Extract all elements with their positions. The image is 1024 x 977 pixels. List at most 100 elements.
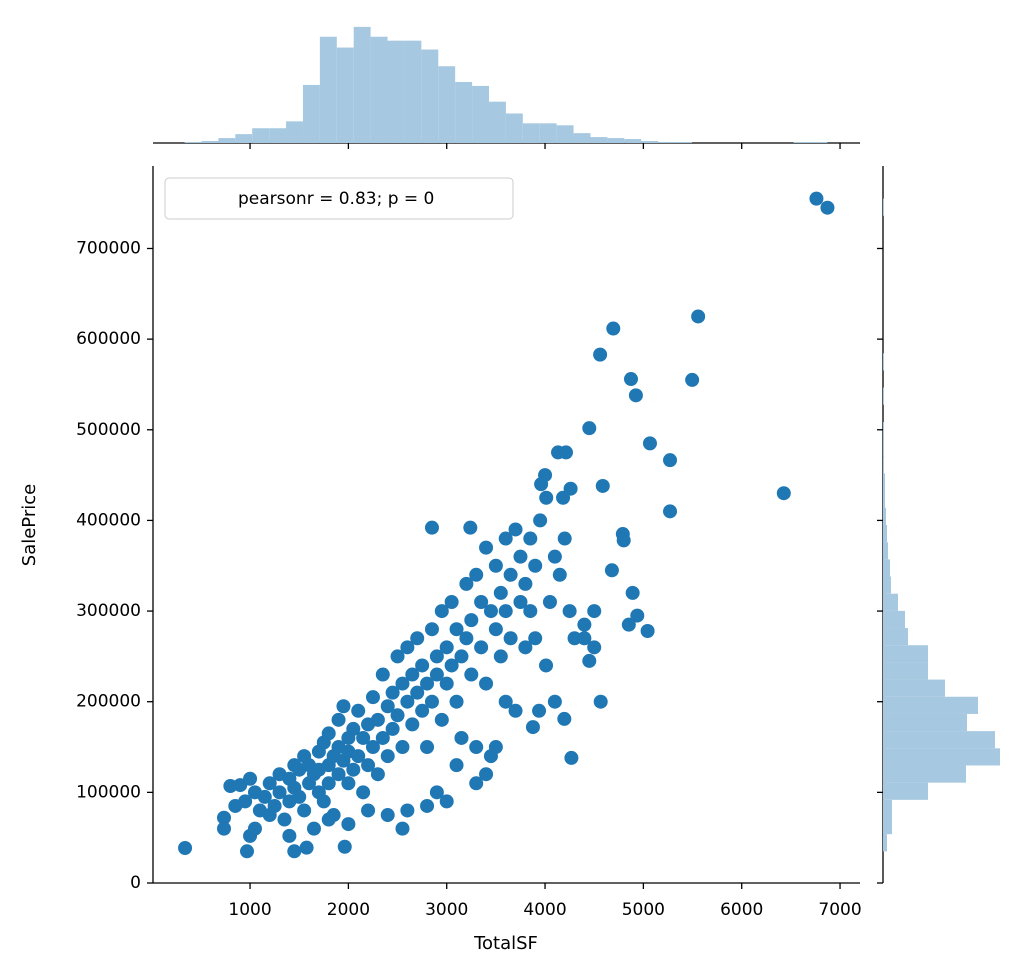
point [469,567,484,582]
hist-bar [438,66,456,143]
point [469,776,484,791]
hist-bar [883,645,928,663]
point [616,533,631,548]
point [528,631,543,646]
point [557,711,572,726]
y-tick-label: 0 [130,873,141,893]
x-tick-label: 5000 [622,900,665,920]
point [493,585,508,600]
point [306,821,321,836]
point [337,839,352,854]
point [488,558,503,573]
point [277,812,292,827]
x-tick-label: 1000 [228,900,271,920]
point [395,740,410,755]
point [463,520,478,535]
hist-bar [472,85,489,143]
hist-bar [505,113,523,143]
point [595,478,610,493]
point [282,828,297,843]
hist-bar [883,576,891,594]
point [257,789,272,804]
hist-bar [883,696,978,714]
point [551,445,566,460]
point [415,658,430,673]
point [474,640,489,655]
point [523,604,538,619]
x-tick-label: 6000 [720,900,763,920]
point [267,798,282,813]
point [361,803,376,818]
point [331,767,346,782]
point [370,712,385,727]
point [483,604,498,619]
point [424,694,439,709]
point [321,812,336,827]
point [459,631,474,646]
point [567,631,582,646]
x-tick-label: 4000 [523,900,566,920]
point [424,520,439,535]
point [216,821,231,836]
hist-bar [590,137,608,143]
hist-bar [883,542,888,560]
point [341,776,356,791]
hist-bar [488,101,506,143]
point [429,649,444,664]
point [663,504,678,519]
point [449,758,464,773]
point [361,758,376,773]
y-tick-label: 600000 [76,329,141,349]
point [642,436,657,451]
hist-bar [201,141,219,143]
point [405,667,420,682]
hist-bar [883,834,887,852]
hist-bar [883,679,945,697]
hist-bar [883,387,884,405]
point [400,694,415,709]
point [593,694,608,709]
point [449,694,464,709]
point [528,558,543,573]
hist-bar [883,353,884,371]
point [247,821,262,836]
hist-bar [883,765,966,783]
point [547,549,562,564]
y-tick-label: 400000 [76,510,141,530]
point [776,486,791,501]
point [299,840,314,855]
point [691,309,706,324]
point [321,776,336,791]
point [542,595,557,610]
point [351,703,366,718]
point [454,649,469,664]
point [630,608,645,623]
point [640,624,655,639]
point [539,490,554,505]
point [582,421,597,436]
point [351,749,366,764]
hist-bar [353,26,371,143]
point [272,785,287,800]
point [488,622,503,637]
point [449,622,464,637]
point [385,685,400,700]
hist-bar [336,47,354,143]
point [564,750,579,765]
hist-bar [556,125,574,143]
hist-bar [252,128,270,143]
point [178,841,193,856]
point [577,631,592,646]
hist-bar [883,662,928,680]
point [316,794,331,809]
hist-bar [883,748,1000,766]
point [587,604,602,619]
point [420,740,435,755]
point [439,676,454,691]
hist-bar [793,142,811,143]
point [429,785,444,800]
point [356,785,371,800]
point [533,513,548,528]
point [238,794,253,809]
hist-bar [883,782,928,800]
